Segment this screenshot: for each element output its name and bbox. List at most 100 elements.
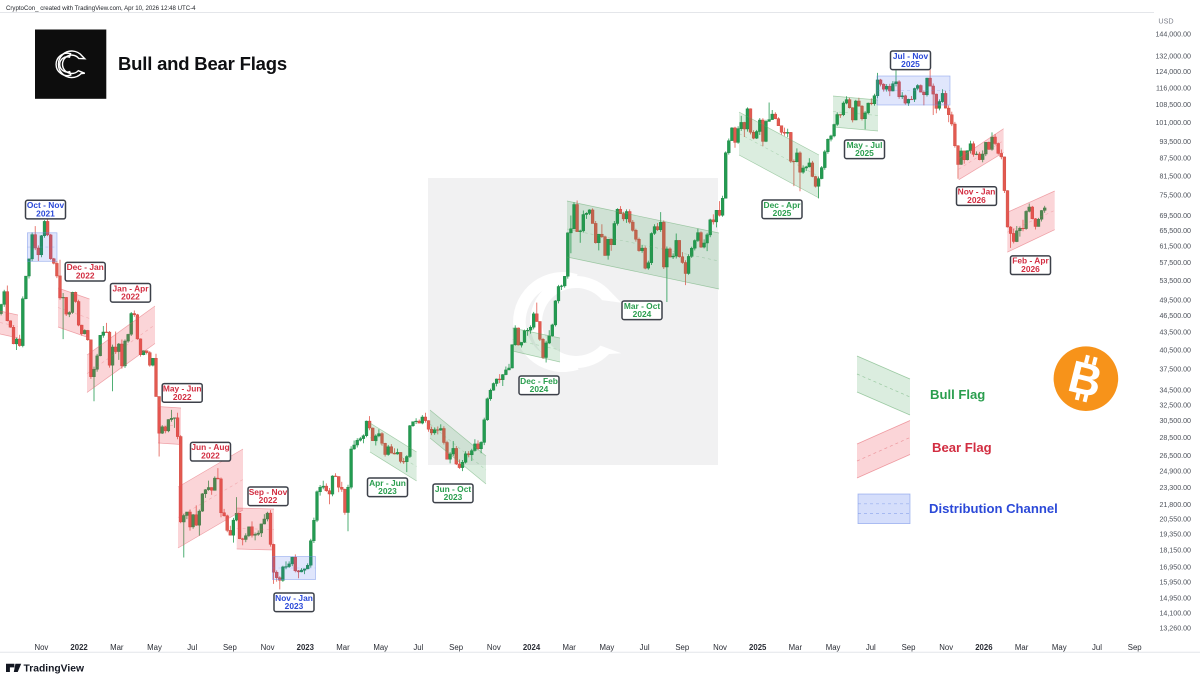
svg-text:2026: 2026 <box>967 195 986 205</box>
svg-text:USD: USD <box>1158 17 1173 26</box>
svg-text:2023: 2023 <box>378 486 397 496</box>
svg-text:May - Jul: May - Jul <box>847 140 883 150</box>
svg-text:Jul: Jul <box>866 643 876 652</box>
svg-text:53,500.00: 53,500.00 <box>1159 277 1191 285</box>
svg-text:2023: 2023 <box>297 643 315 652</box>
svg-text:65,500.00: 65,500.00 <box>1159 227 1191 235</box>
svg-text:Jun - Aug: Jun - Aug <box>191 442 229 452</box>
svg-text:2022: 2022 <box>201 451 220 461</box>
svg-text:Mar: Mar <box>562 643 576 652</box>
svg-text:Sep - Nov: Sep - Nov <box>249 487 288 497</box>
svg-text:Bull and Bear Flags: Bull and Bear Flags <box>118 53 287 74</box>
svg-text:Sep: Sep <box>449 643 464 652</box>
svg-text:Apr - Jun: Apr - Jun <box>369 478 406 488</box>
svg-text:2026: 2026 <box>1021 264 1040 274</box>
svg-text:Nov: Nov <box>487 643 501 652</box>
svg-text:May: May <box>1052 643 1067 652</box>
svg-text:57,500.00: 57,500.00 <box>1159 259 1191 267</box>
svg-text:13,260.00: 13,260.00 <box>1159 625 1191 633</box>
svg-text:2024: 2024 <box>523 643 541 652</box>
svg-text:Mar: Mar <box>336 643 350 652</box>
svg-text:Nov: Nov <box>34 643 48 652</box>
svg-text:87,500.00: 87,500.00 <box>1159 155 1191 163</box>
svg-text:2021: 2021 <box>36 209 55 219</box>
svg-text:108,500.00: 108,500.00 <box>1155 101 1191 109</box>
svg-text:Nov: Nov <box>713 643 727 652</box>
svg-text:May: May <box>147 643 162 652</box>
svg-text:81,500.00: 81,500.00 <box>1159 172 1191 180</box>
svg-text:16,950.00: 16,950.00 <box>1159 563 1191 571</box>
svg-text:2025: 2025 <box>901 59 920 69</box>
svg-text:CryptoCon_ created with Tradin: CryptoCon_ created with TradingView.com,… <box>6 5 196 12</box>
svg-text:May: May <box>600 643 615 652</box>
svg-text:Mar: Mar <box>789 643 803 652</box>
svg-text:Nov - Jan: Nov - Jan <box>275 593 313 603</box>
svg-text:124,000.00: 124,000.00 <box>1155 68 1191 76</box>
svg-text:37,500.00: 37,500.00 <box>1159 366 1191 374</box>
svg-text:2022: 2022 <box>121 292 140 302</box>
svg-text:43,500.00: 43,500.00 <box>1159 329 1191 337</box>
svg-text:75,500.00: 75,500.00 <box>1159 191 1191 199</box>
svg-text:14,100.00: 14,100.00 <box>1159 609 1191 617</box>
svg-text:Jul: Jul <box>413 643 423 652</box>
svg-text:49,500.00: 49,500.00 <box>1159 297 1191 305</box>
svg-text:20,550.00: 20,550.00 <box>1159 516 1191 524</box>
svg-text:Sep: Sep <box>902 643 917 652</box>
svg-text:Sep: Sep <box>675 643 690 652</box>
svg-text:Mar: Mar <box>110 643 124 652</box>
svg-text:Feb - Apr: Feb - Apr <box>1012 256 1049 266</box>
svg-text:2022: 2022 <box>173 392 192 402</box>
svg-text:23,300.00: 23,300.00 <box>1159 484 1191 492</box>
svg-text:15,950.00: 15,950.00 <box>1159 579 1191 587</box>
svg-text:132,000.00: 132,000.00 <box>1155 52 1191 60</box>
svg-text:26,500.00: 26,500.00 <box>1159 452 1191 460</box>
svg-text:144,000.00: 144,000.00 <box>1155 31 1191 39</box>
svg-text:30,500.00: 30,500.00 <box>1159 417 1191 425</box>
svg-text:2025: 2025 <box>773 208 792 218</box>
svg-text:2022: 2022 <box>70 643 88 652</box>
svg-text:32,500.00: 32,500.00 <box>1159 401 1191 409</box>
svg-text:21,800.00: 21,800.00 <box>1159 501 1191 509</box>
svg-text:Dec - Jan: Dec - Jan <box>67 262 104 272</box>
svg-text:Jul: Jul <box>187 643 197 652</box>
svg-text:101,000.00: 101,000.00 <box>1155 119 1191 127</box>
svg-text:19,350.00: 19,350.00 <box>1159 531 1191 539</box>
svg-text:May - Jun: May - Jun <box>163 383 202 393</box>
svg-text:2024: 2024 <box>633 309 652 319</box>
svg-text:34,500.00: 34,500.00 <box>1159 386 1191 394</box>
svg-text:Bull Flag: Bull Flag <box>930 387 985 402</box>
svg-text:2024: 2024 <box>530 384 549 394</box>
svg-text:Dec - Feb: Dec - Feb <box>520 376 558 386</box>
svg-text:Jul: Jul <box>640 643 650 652</box>
svg-text:Sep: Sep <box>1128 643 1143 652</box>
svg-text:18,150.00: 18,150.00 <box>1159 546 1191 554</box>
svg-text:2022: 2022 <box>259 495 278 505</box>
svg-text:61,500.00: 61,500.00 <box>1159 243 1191 251</box>
svg-text:28,500.00: 28,500.00 <box>1159 434 1191 442</box>
svg-text:Dec - Apr: Dec - Apr <box>764 200 802 210</box>
svg-text:14,950.00: 14,950.00 <box>1159 595 1191 603</box>
svg-text:2025: 2025 <box>855 148 874 158</box>
svg-text:2023: 2023 <box>444 492 463 502</box>
svg-text:Jul - Nov: Jul - Nov <box>893 51 929 61</box>
svg-text:2026: 2026 <box>975 643 993 652</box>
svg-text:Nov: Nov <box>939 643 953 652</box>
svg-text:Jul: Jul <box>1092 643 1102 652</box>
svg-text:24,900.00: 24,900.00 <box>1159 468 1191 476</box>
svg-text:2025: 2025 <box>749 643 767 652</box>
svg-text:93,500.00: 93,500.00 <box>1159 138 1191 146</box>
svg-text:Jun - Oct: Jun - Oct <box>435 484 472 494</box>
svg-text:Bear Flag: Bear Flag <box>932 440 992 455</box>
svg-text:2022: 2022 <box>76 271 95 281</box>
svg-text:Sep: Sep <box>223 643 238 652</box>
svg-text:46,500.00: 46,500.00 <box>1159 312 1191 320</box>
svg-text:Nov: Nov <box>261 643 275 652</box>
svg-text:Oct - Nov: Oct - Nov <box>27 200 65 210</box>
svg-text:Jan - Apr: Jan - Apr <box>113 283 150 293</box>
svg-text:69,500.00: 69,500.00 <box>1159 212 1191 220</box>
svg-text:Mar - Oct: Mar - Oct <box>624 301 661 311</box>
svg-text:May: May <box>826 643 841 652</box>
svg-text:116,000.00: 116,000.00 <box>1156 84 1191 92</box>
svg-text:Distribution Channel: Distribution Channel <box>929 501 1058 516</box>
svg-text:Nov - Jan: Nov - Jan <box>958 187 996 197</box>
